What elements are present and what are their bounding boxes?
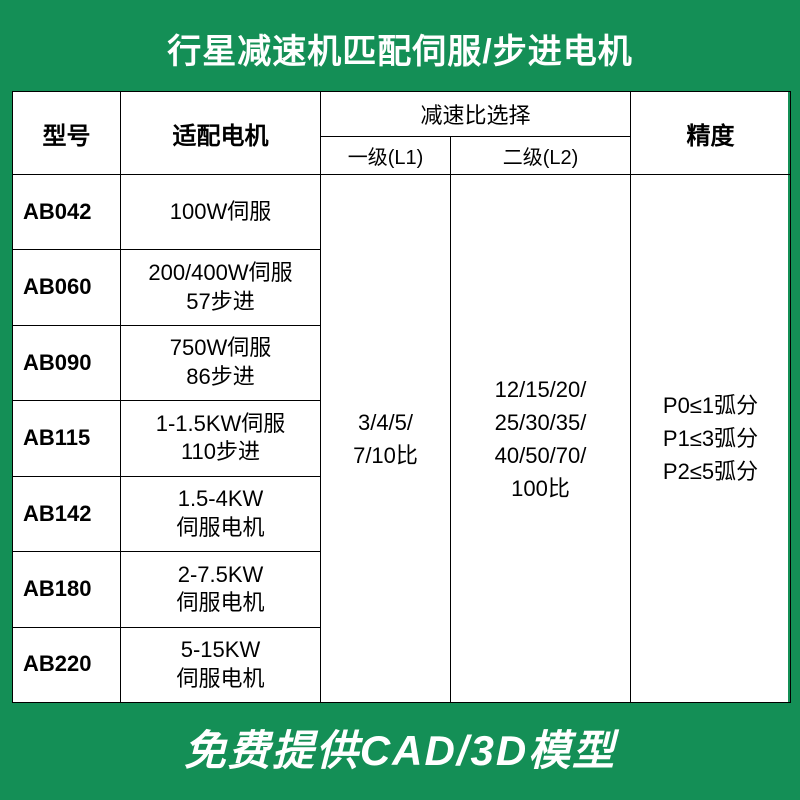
cell-motor: 5-15KW伺服电机 [121,627,321,702]
table-row: AB042 100W伺服 3/4/5/7/10比 12/15/20/25/30/… [13,175,791,250]
th-precision: 精度 [631,92,791,175]
spec-table: 型号 适配电机 减速比选择 精度 一级(L1) 二级(L2) AB042 100… [12,91,791,703]
page-container: 行星减速机匹配伺服/步进电机 型号 适配电机 减速比选择 精度 一级(L1) [0,0,800,800]
cell-motor: 200/400W伺服57步进 [121,250,321,325]
cell-model: AB142 [13,476,121,551]
cell-model: AB220 [13,627,121,702]
cell-model: AB042 [13,175,121,250]
th-motor: 适配电机 [121,92,321,175]
cell-l2: 12/15/20/25/30/35/40/50/70/100比 [451,175,631,703]
cell-model: AB115 [13,401,121,476]
cell-model: AB090 [13,325,121,400]
cell-motor: 750W伺服86步进 [121,325,321,400]
cell-motor: 1-1.5KW伺服110步进 [121,401,321,476]
cell-motor: 2-7.5KW伺服电机 [121,552,321,627]
table-body: AB042 100W伺服 3/4/5/7/10比 12/15/20/25/30/… [13,175,791,703]
cell-precision: P0≤1弧分P1≤3弧分P2≤5弧分 [631,175,791,703]
th-l1: 一级(L1) [321,137,451,175]
th-l2: 二级(L2) [451,137,631,175]
cell-motor: 100W伺服 [121,175,321,250]
cell-model: AB180 [13,552,121,627]
page-footer: 免费提供CAD/3D模型 [12,703,788,788]
th-ratio-group: 减速比选择 [321,92,631,137]
page-title: 行星减速机匹配伺服/步进电机 [12,12,788,91]
cell-motor: 1.5-4KW伺服电机 [121,476,321,551]
cell-model: AB060 [13,250,121,325]
table-wrapper: 型号 适配电机 减速比选择 精度 一级(L1) 二级(L2) AB042 100… [12,91,788,703]
cell-l1: 3/4/5/7/10比 [321,175,451,703]
th-model: 型号 [13,92,121,175]
